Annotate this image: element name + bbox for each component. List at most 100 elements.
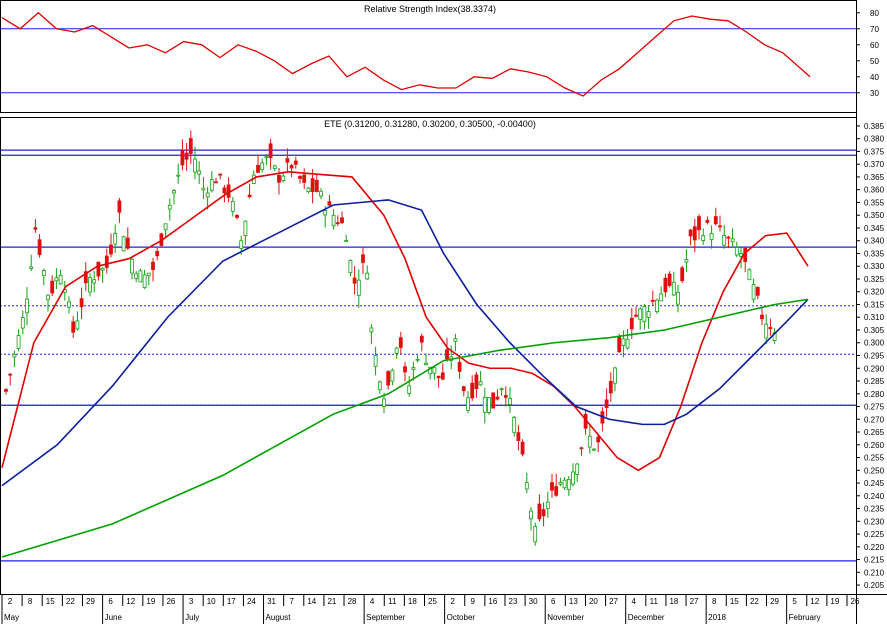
- candle-body: [29, 266, 34, 269]
- candle-body: [520, 441, 525, 455]
- candle-body: [319, 190, 323, 197]
- x-day-label: 9: [471, 597, 476, 606]
- price-tick-label: 0.250: [864, 466, 885, 475]
- candle-body: [537, 503, 542, 520]
- x-month-label: August: [266, 613, 292, 622]
- candle-body: [298, 176, 302, 179]
- candle-body: [617, 336, 622, 353]
- candle-body: [663, 277, 668, 293]
- x-day-label: 8: [28, 597, 33, 606]
- candle-body: [562, 479, 567, 489]
- candle-body: [377, 381, 382, 391]
- candle-body: [596, 436, 601, 443]
- candle-body: [671, 281, 676, 296]
- x-day-label: 15: [46, 597, 55, 606]
- candle-body: [558, 482, 563, 485]
- x-day-label: 26: [851, 597, 860, 606]
- x-month-label: June: [105, 613, 123, 622]
- x-day-label: 6: [108, 597, 113, 606]
- candle-body: [436, 375, 441, 379]
- price-tick-label: 0.255: [864, 454, 885, 463]
- candle-body: [482, 396, 487, 413]
- x-day-label: 3: [189, 597, 194, 606]
- price-tick-label: 0.375: [864, 147, 885, 156]
- candle-body: [680, 267, 685, 282]
- candle-body: [67, 301, 71, 308]
- price-tick-label: 0.335: [864, 249, 885, 258]
- candle-body: [176, 174, 181, 177]
- candle-body: [222, 187, 227, 194]
- candle-body: [550, 482, 554, 491]
- candle-body: [264, 156, 269, 159]
- candle-body: [109, 244, 113, 255]
- candle-body: [155, 251, 160, 257]
- candle-body: [83, 271, 88, 284]
- candle-body: [407, 385, 412, 394]
- candle-body: [247, 194, 252, 198]
- candle-body: [764, 323, 769, 339]
- price-tick-label: 0.280: [864, 390, 885, 399]
- candle-body: [457, 361, 462, 372]
- price-tick-label: 0.305: [864, 326, 885, 335]
- candle-body: [613, 367, 617, 384]
- price-tick-label: 0.230: [864, 517, 885, 526]
- candle-body: [608, 381, 613, 394]
- candle-body: [474, 374, 479, 390]
- x-day-label: 20: [589, 597, 598, 606]
- candle-body: [193, 158, 197, 173]
- price-tick-label: 0.350: [864, 211, 885, 220]
- x-day-label: 11: [388, 597, 397, 606]
- candle-body: [58, 274, 63, 285]
- x-month-label: May: [4, 613, 19, 622]
- price-tick-label: 0.380: [864, 135, 885, 144]
- price-tick-label: 0.340: [864, 237, 885, 246]
- price-tick-label: 0.270: [864, 415, 885, 424]
- candle-body: [545, 501, 550, 509]
- candle-body: [130, 258, 134, 274]
- candle-body: [432, 367, 437, 374]
- x-day-label: 6: [551, 597, 556, 606]
- candle-body: [499, 388, 504, 391]
- price-tick-label: 0.325: [864, 275, 885, 284]
- candle-body: [302, 174, 307, 183]
- candle-body: [629, 317, 634, 330]
- candle-body: [348, 259, 353, 274]
- x-day-label: 2: [450, 597, 455, 606]
- candle-body: [751, 284, 756, 300]
- candle-body: [25, 298, 29, 314]
- candle-body: [646, 311, 651, 318]
- x-day-label: 15: [730, 597, 739, 606]
- price-tick-label: 0.320: [864, 288, 885, 297]
- rsi-tick-label: 80: [870, 9, 879, 18]
- candle-body: [184, 152, 189, 160]
- x-day-label: 10: [207, 597, 216, 606]
- candle-body: [323, 210, 328, 216]
- candle-body: [734, 247, 739, 256]
- candle-body: [533, 526, 538, 543]
- candle-body: [33, 227, 38, 230]
- candle-body: [621, 338, 626, 347]
- candle-body: [293, 160, 298, 165]
- candle-body: [146, 272, 151, 277]
- price-tick-label: 0.245: [864, 479, 885, 488]
- candle-body: [655, 299, 659, 313]
- candle-body: [592, 448, 596, 451]
- price-tick-label: 0.260: [864, 441, 885, 450]
- short-moving-average-line: [1, 171, 809, 472]
- candle-body: [491, 392, 496, 409]
- medium-moving-average-line: [1, 199, 809, 487]
- price-tick-label: 0.265: [864, 428, 885, 437]
- price-tick-label: 0.220: [864, 543, 885, 552]
- candle-body: [50, 280, 55, 294]
- candle-body: [382, 398, 386, 407]
- candle-body: [163, 223, 168, 231]
- x-day-label: 22: [750, 597, 759, 606]
- x-month-label: October: [447, 613, 476, 622]
- candle-body: [4, 389, 8, 392]
- candle-body: [503, 395, 508, 398]
- candle-body: [54, 277, 59, 282]
- candle-body: [172, 190, 176, 194]
- candle-body: [209, 179, 214, 191]
- price-tick-label: 0.235: [864, 505, 885, 514]
